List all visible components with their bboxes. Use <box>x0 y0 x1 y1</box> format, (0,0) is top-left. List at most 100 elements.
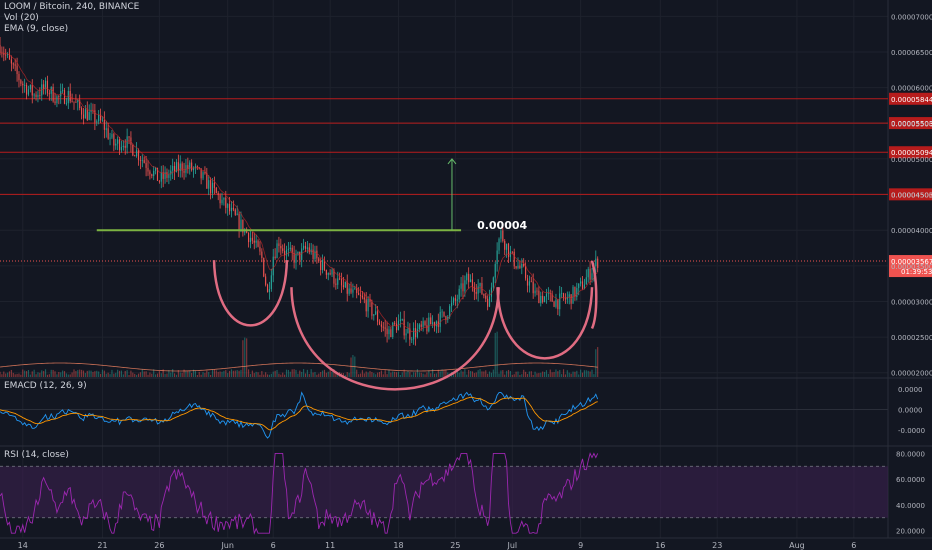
volume-bar <box>443 370 445 377</box>
volume-bar <box>217 371 219 377</box>
volume-bar <box>276 369 278 377</box>
candle-body <box>542 295 544 303</box>
volume-bar <box>525 371 527 377</box>
candle-body <box>211 182 214 194</box>
volume-bar <box>507 369 510 377</box>
volume-bar <box>247 369 250 377</box>
volume-bar <box>236 370 238 377</box>
volume-bar <box>35 374 37 377</box>
candle-body <box>113 134 115 146</box>
candle-body <box>403 319 405 336</box>
volume-bar <box>232 370 234 377</box>
main-legend: LOOM / Bitcoin, 240, BINANCE Vol (20) EM… <box>4 2 139 35</box>
volume-bar <box>392 371 394 377</box>
candle-body <box>242 219 244 233</box>
symbol-label: LOOM / Bitcoin, 240, BINANCE <box>4 2 140 12</box>
volume-bar <box>380 370 382 377</box>
candle-body <box>149 171 151 175</box>
time-tick-label: 23 <box>712 541 722 550</box>
candle-body <box>295 253 297 263</box>
candle-body <box>519 265 521 268</box>
candle-body <box>18 73 20 81</box>
candle-body <box>111 134 113 138</box>
candle-body <box>460 283 462 289</box>
rsi-tick-label: 40.0000 <box>896 502 925 510</box>
candle-body <box>321 259 324 271</box>
volume-bar <box>587 370 589 377</box>
volume-bar <box>367 372 369 377</box>
volume-bar <box>534 371 536 377</box>
candle-body <box>488 296 491 307</box>
volume-bar <box>18 373 20 377</box>
candle-body <box>81 108 83 115</box>
candle-body <box>430 317 432 325</box>
candle-body <box>35 94 37 97</box>
volume-bar <box>564 374 567 377</box>
candle-body <box>452 298 455 303</box>
candle-body <box>523 264 525 267</box>
volume-bar <box>44 369 47 377</box>
candle-body <box>289 247 291 249</box>
volume-bar <box>160 373 162 377</box>
volume-bar <box>200 374 202 377</box>
candle-body <box>183 170 185 173</box>
candle-body <box>316 250 318 259</box>
volume-bar <box>513 374 515 377</box>
volume-bar <box>109 374 111 377</box>
volume-bar <box>394 371 396 377</box>
volume-bar <box>191 372 193 377</box>
volume-bar <box>54 371 56 377</box>
volume-bar <box>48 374 50 377</box>
volume-bar <box>543 371 546 377</box>
candle-body <box>358 293 360 295</box>
candle-body <box>20 80 22 84</box>
candle-body <box>297 251 299 254</box>
volume-bar <box>90 370 92 377</box>
volume-bar <box>306 369 308 377</box>
volume-bar <box>103 370 105 377</box>
volume-bar <box>549 369 551 377</box>
volume-bar <box>479 369 481 377</box>
volume-bar <box>263 374 265 377</box>
candle-body <box>580 281 582 284</box>
time-tick-label: Jun <box>220 541 234 550</box>
volume-bar <box>0 371 1 377</box>
macd-tick-label: 0.0000 <box>898 406 923 414</box>
volume-bar <box>519 374 521 377</box>
candle-body <box>371 301 373 316</box>
volume-bar <box>270 373 272 377</box>
volume-bar <box>506 370 508 377</box>
candle-body <box>306 247 308 249</box>
candle-body <box>428 317 430 332</box>
price-tick-label: 0.00004500 <box>891 192 932 200</box>
volume-bar <box>572 371 574 377</box>
candle-body <box>367 298 369 312</box>
candle-body <box>153 170 155 176</box>
candle-body <box>572 286 574 304</box>
candle-body <box>84 109 86 119</box>
volume-bar <box>483 371 485 377</box>
volume-bar <box>156 373 159 377</box>
volume-bar <box>120 370 123 377</box>
volume-bar <box>130 370 132 377</box>
volume-bar <box>111 369 113 377</box>
candle-body <box>168 174 170 178</box>
volume-bar <box>409 372 411 377</box>
candle-body <box>409 328 411 340</box>
candle-body <box>591 273 593 280</box>
candle-body <box>303 245 305 249</box>
volume-bar <box>208 372 210 377</box>
candle-body <box>301 248 303 260</box>
candle-body <box>597 258 599 268</box>
candle-body <box>422 321 424 327</box>
candle-body <box>75 102 77 103</box>
candle-body <box>7 54 9 55</box>
volume-bar <box>266 374 269 377</box>
candle-body <box>5 54 7 56</box>
candle-body <box>416 329 419 338</box>
volume-bar <box>39 372 41 377</box>
volume-bar <box>179 372 181 377</box>
candle-body <box>217 193 219 196</box>
candle-body <box>331 269 333 275</box>
